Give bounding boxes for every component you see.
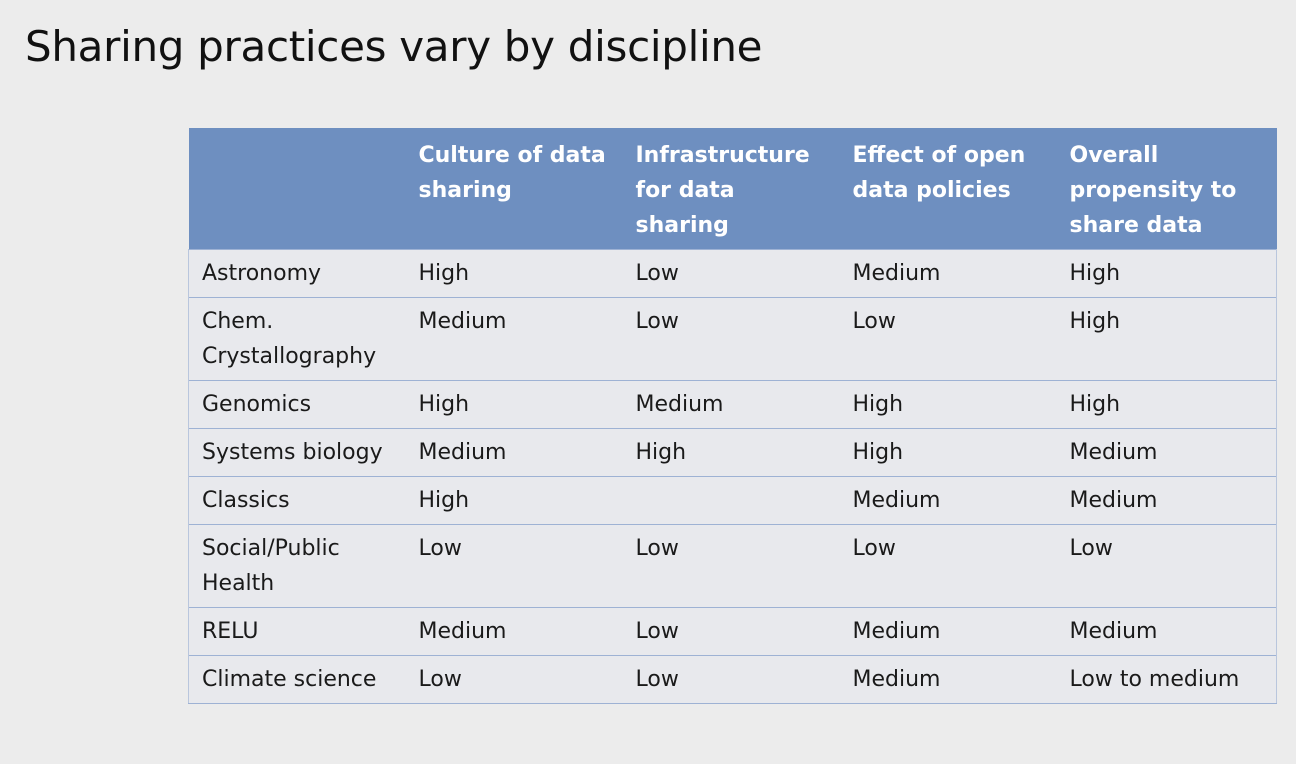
cell-discipline: Climate science xyxy=(188,655,406,704)
table-row: Systems biology Medium High High Medium xyxy=(188,428,1277,477)
table-row: RELU Medium Low Medium Medium xyxy=(188,607,1277,656)
cell-discipline: Systems biology xyxy=(188,428,406,477)
table-header-row: Culture of data sharing Infrastructure f… xyxy=(188,128,1277,250)
cell-culture: High xyxy=(405,476,623,525)
header-open-data-policies: Effect of open data policies xyxy=(852,143,1026,203)
cell-discipline: Chem. Crystallography xyxy=(188,297,406,381)
cell-infrastructure: Low xyxy=(622,607,840,656)
table-row: Climate science Low Low Medium Low to me… xyxy=(188,655,1277,704)
cell-open-data-policies: Medium xyxy=(839,476,1057,525)
cell-culture: Medium xyxy=(405,297,623,381)
cell-culture: Low xyxy=(405,524,623,608)
cell-culture: High xyxy=(405,249,623,298)
cell-infrastructure xyxy=(622,476,840,525)
discipline-table-container: Culture of data sharing Infrastructure f… xyxy=(188,128,1277,704)
slide-title: Sharing practices vary by discipline xyxy=(25,22,763,71)
header-overall-propensity: Overall propensity to share data xyxy=(1069,143,1237,238)
cell-open-data-policies: Low xyxy=(839,524,1057,608)
cell-culture: Medium xyxy=(405,428,623,477)
cell-infrastructure: Low xyxy=(622,524,840,608)
cell-open-data-policies: High xyxy=(839,380,1057,429)
header-infrastructure: Infrastructure for data sharing xyxy=(635,143,810,238)
cell-infrastructure: Low xyxy=(622,297,840,381)
cell-open-data-policies: Medium xyxy=(839,607,1057,656)
table-row: Astronomy High Low Medium High xyxy=(188,249,1277,298)
cell-culture: Medium xyxy=(405,607,623,656)
cell-open-data-policies: Low xyxy=(839,297,1057,381)
cell-discipline: Classics xyxy=(188,476,406,525)
cell-discipline: Genomics xyxy=(188,380,406,429)
cell-overall-propensity: High xyxy=(1056,249,1277,298)
cell-discipline: RELU xyxy=(188,607,406,656)
cell-overall-propensity: Medium xyxy=(1056,428,1277,477)
table-row: Classics High Medium Medium xyxy=(188,476,1277,525)
cell-discipline: Social/Public Health xyxy=(188,524,406,608)
cell-culture: High xyxy=(405,380,623,429)
discipline-table: Culture of data sharing Infrastructure f… xyxy=(188,128,1277,704)
cell-culture: Low xyxy=(405,655,623,704)
cell-overall-propensity: Low to medium xyxy=(1056,655,1277,704)
cell-open-data-policies: Medium xyxy=(839,655,1057,704)
cell-infrastructure: Medium xyxy=(622,380,840,429)
cell-overall-propensity: High xyxy=(1056,380,1277,429)
cell-overall-propensity: Low xyxy=(1056,524,1277,608)
table-row: Genomics High Medium High High xyxy=(188,380,1277,429)
cell-open-data-policies: High xyxy=(839,428,1057,477)
cell-overall-propensity: Medium xyxy=(1056,607,1277,656)
table-row: Social/Public Health Low Low Low Low xyxy=(188,524,1277,608)
header-culture: Culture of data sharing xyxy=(418,143,606,203)
cell-infrastructure: High xyxy=(622,428,840,477)
cell-overall-propensity: High xyxy=(1056,297,1277,381)
cell-open-data-policies: Medium xyxy=(839,249,1057,298)
table-row: Chem. Crystallography Medium Low Low Hig… xyxy=(188,297,1277,381)
cell-infrastructure: Low xyxy=(622,249,840,298)
cell-infrastructure: Low xyxy=(622,655,840,704)
cell-overall-propensity: Medium xyxy=(1056,476,1277,525)
header-discipline xyxy=(189,128,406,250)
cell-discipline: Astronomy xyxy=(188,249,406,298)
